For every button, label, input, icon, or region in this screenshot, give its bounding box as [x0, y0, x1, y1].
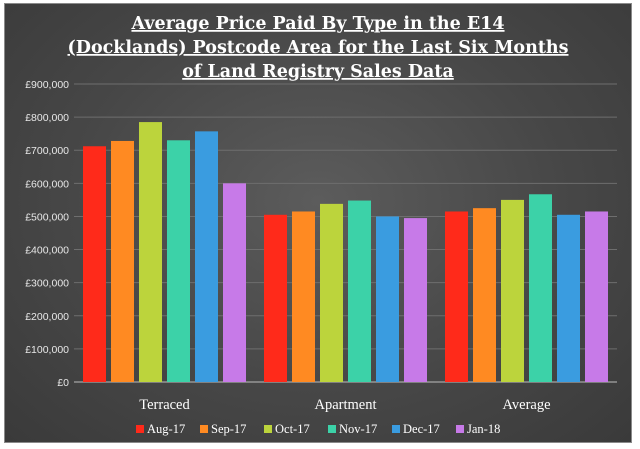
y-tick-label: £0 [57, 377, 69, 389]
bar-jan-18-apartment [404, 218, 427, 382]
y-tick-label: £600,000 [25, 178, 69, 190]
chart: Average Price Paid By Type in the E14 (D… [25, 14, 617, 436]
bar-dec-17-terraced [195, 131, 218, 382]
gridlines [74, 83, 617, 383]
legend-swatch [136, 425, 144, 433]
bar-aug-17-average [445, 211, 468, 382]
bar-nov-17-average [529, 194, 552, 382]
bar-aug-17-apartment [264, 214, 287, 382]
y-tick-label: £500,000 [25, 211, 69, 223]
x-category-label: Apartment [314, 397, 376, 413]
bar-oct-17-average [501, 199, 524, 382]
bar-nov-17-apartment [348, 200, 371, 382]
bar-sep-17-terraced [111, 140, 134, 382]
bar-sep-17-average [473, 208, 496, 382]
legend-label: Nov-17 [339, 422, 377, 436]
bar-oct-17-apartment [320, 203, 343, 382]
bar-dec-17-average [557, 214, 580, 382]
y-tick-label: £300,000 [25, 278, 69, 290]
chart-title-line-1: Average Price Paid By Type in the E14 [130, 14, 504, 34]
chart-frame: Average Price Paid By Type in the E14 (D… [4, 3, 632, 443]
bar-nov-17-terraced [167, 140, 190, 382]
legend-label: Aug-17 [147, 422, 185, 436]
legend-swatch [264, 425, 272, 433]
bar-aug-17-terraced [83, 146, 106, 382]
y-tick-label: £200,000 [25, 311, 69, 323]
legend-label: Jan-18 [467, 422, 500, 436]
bar-jan-18-terraced [223, 183, 246, 382]
legend-swatch [328, 425, 336, 433]
y-axis-ticks: £0 £100,000 £200,000 £300,000 £400,000 £500,0… [25, 79, 69, 389]
y-tick-label: £100,000 [25, 344, 69, 356]
legend-swatch [200, 425, 208, 433]
x-axis-categories: Terraced Apartment Average [139, 397, 550, 413]
chart-title-line-2: (Docklands) Postcode Area for the Last S… [68, 38, 569, 58]
legend-swatch [456, 425, 464, 433]
bars [83, 122, 608, 383]
y-tick-label: £700,000 [25, 145, 69, 157]
legend-label: Oct-17 [275, 422, 310, 436]
x-category-label: Average [502, 397, 550, 413]
bar-jan-18-average [585, 211, 608, 382]
x-category-label: Terraced [139, 397, 190, 413]
legend-swatch [392, 425, 400, 433]
bar-dec-17-apartment [376, 216, 399, 382]
legend-label: Dec-17 [403, 422, 440, 436]
chart-title-line-3: of Land Registry Sales Data [182, 62, 454, 82]
legend: Aug-17 Sep-17 Oct-17 Nov-17 Dec-17 Jan-18 [136, 422, 500, 436]
y-tick-label: £800,000 [25, 112, 69, 124]
bar-oct-17-terraced [139, 122, 162, 383]
legend-label: Sep-17 [211, 422, 246, 436]
y-tick-label: £400,000 [25, 245, 69, 257]
y-tick-label: £900,000 [25, 79, 69, 91]
bar-sep-17-apartment [292, 211, 315, 382]
